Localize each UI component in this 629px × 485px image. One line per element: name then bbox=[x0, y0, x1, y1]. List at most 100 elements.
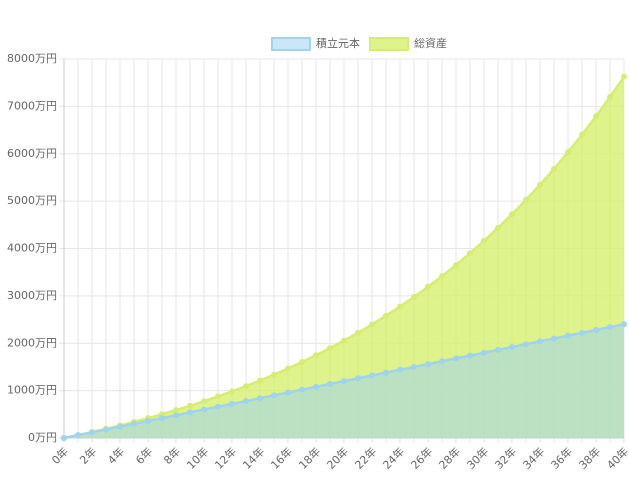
point bbox=[523, 196, 529, 203]
x-tick-label: 28年 bbox=[436, 444, 464, 472]
point bbox=[75, 432, 81, 439]
point bbox=[117, 423, 123, 430]
point bbox=[509, 344, 515, 351]
point bbox=[551, 165, 557, 172]
x-tick-label: 24年 bbox=[380, 444, 408, 472]
point bbox=[299, 386, 305, 393]
point bbox=[327, 345, 333, 352]
x-tick-label: 0年 bbox=[49, 444, 72, 467]
point bbox=[383, 312, 389, 319]
point bbox=[327, 380, 333, 387]
x-tick-label: 16年 bbox=[268, 444, 296, 472]
point bbox=[537, 338, 543, 345]
point bbox=[565, 149, 571, 156]
point bbox=[397, 366, 403, 373]
point bbox=[495, 224, 501, 231]
point bbox=[369, 321, 375, 328]
point bbox=[397, 303, 403, 310]
legend-item[interactable]: 積立元本 bbox=[271, 36, 360, 51]
point bbox=[355, 375, 361, 382]
point bbox=[243, 383, 249, 390]
point bbox=[481, 349, 487, 356]
y-tick-label: 1000万円 bbox=[7, 384, 57, 397]
legend-item[interactable]: 総資産 bbox=[369, 36, 447, 51]
x-tick-label: 32年 bbox=[492, 444, 520, 472]
point bbox=[523, 341, 529, 348]
point bbox=[369, 372, 375, 379]
point bbox=[215, 403, 221, 410]
point bbox=[425, 361, 431, 368]
point bbox=[411, 293, 417, 300]
y-tick-label: 6000万円 bbox=[7, 147, 57, 160]
y-tick-label: 5000万円 bbox=[7, 194, 57, 207]
point bbox=[187, 402, 193, 409]
point bbox=[467, 352, 473, 359]
x-tick-label: 6年 bbox=[133, 444, 156, 467]
point bbox=[355, 329, 361, 336]
point bbox=[173, 412, 179, 419]
x-tick-label: 26年 bbox=[408, 444, 436, 472]
area bbox=[64, 76, 624, 438]
point bbox=[565, 332, 571, 339]
y-tick-label: 3000万円 bbox=[7, 289, 57, 302]
point bbox=[621, 73, 627, 80]
point bbox=[537, 181, 543, 188]
point bbox=[201, 398, 207, 405]
point bbox=[607, 324, 613, 331]
x-tick-label: 38年 bbox=[576, 444, 604, 472]
legend-label: 総資産 bbox=[414, 36, 447, 50]
x-tick-label: 22年 bbox=[352, 444, 380, 472]
y-tick-label: 7000万円 bbox=[7, 99, 57, 112]
y-tick-label: 8000万円 bbox=[7, 52, 57, 65]
x-tick-label: 8年 bbox=[161, 444, 184, 467]
x-tick-label: 40年 bbox=[604, 444, 629, 472]
point bbox=[159, 415, 165, 422]
point bbox=[271, 392, 277, 399]
x-tick-label: 4年 bbox=[105, 444, 128, 467]
point bbox=[285, 389, 291, 396]
point bbox=[341, 378, 347, 385]
point bbox=[593, 113, 599, 120]
x-tick-label: 10年 bbox=[184, 444, 212, 472]
point bbox=[383, 369, 389, 376]
x-tick-label: 18年 bbox=[296, 444, 324, 472]
point bbox=[229, 388, 235, 395]
legend-swatch bbox=[369, 37, 409, 51]
point bbox=[495, 346, 501, 353]
point bbox=[257, 395, 263, 402]
point bbox=[453, 261, 459, 268]
point bbox=[621, 321, 627, 328]
x-tick-label: 20年 bbox=[324, 444, 352, 472]
x-tick-label: 2年 bbox=[77, 444, 100, 467]
y-tick-label: 0万円 bbox=[28, 431, 57, 444]
y-tick-label: 2000万円 bbox=[7, 336, 57, 349]
point bbox=[411, 363, 417, 370]
point bbox=[579, 329, 585, 336]
point bbox=[173, 407, 179, 414]
point bbox=[607, 93, 613, 100]
point bbox=[509, 211, 515, 218]
point bbox=[341, 337, 347, 344]
point bbox=[439, 358, 445, 365]
point bbox=[257, 377, 263, 384]
point bbox=[229, 400, 235, 407]
point bbox=[201, 406, 207, 413]
point bbox=[299, 359, 305, 366]
point bbox=[243, 398, 249, 405]
point bbox=[425, 283, 431, 290]
point bbox=[103, 426, 109, 433]
point bbox=[579, 131, 585, 138]
legend-label: 積立元本 bbox=[316, 36, 360, 50]
y-tick-label: 4000万円 bbox=[7, 242, 57, 255]
x-tick-label: 30年 bbox=[464, 444, 492, 472]
point bbox=[453, 355, 459, 362]
x-tick-label: 36年 bbox=[548, 444, 576, 472]
point bbox=[313, 383, 319, 390]
x-tick-label: 34年 bbox=[520, 444, 548, 472]
legend-swatch bbox=[271, 37, 311, 51]
point bbox=[481, 237, 487, 244]
point bbox=[215, 393, 221, 400]
point bbox=[145, 417, 151, 424]
x-tick-label: 12年 bbox=[212, 444, 240, 472]
